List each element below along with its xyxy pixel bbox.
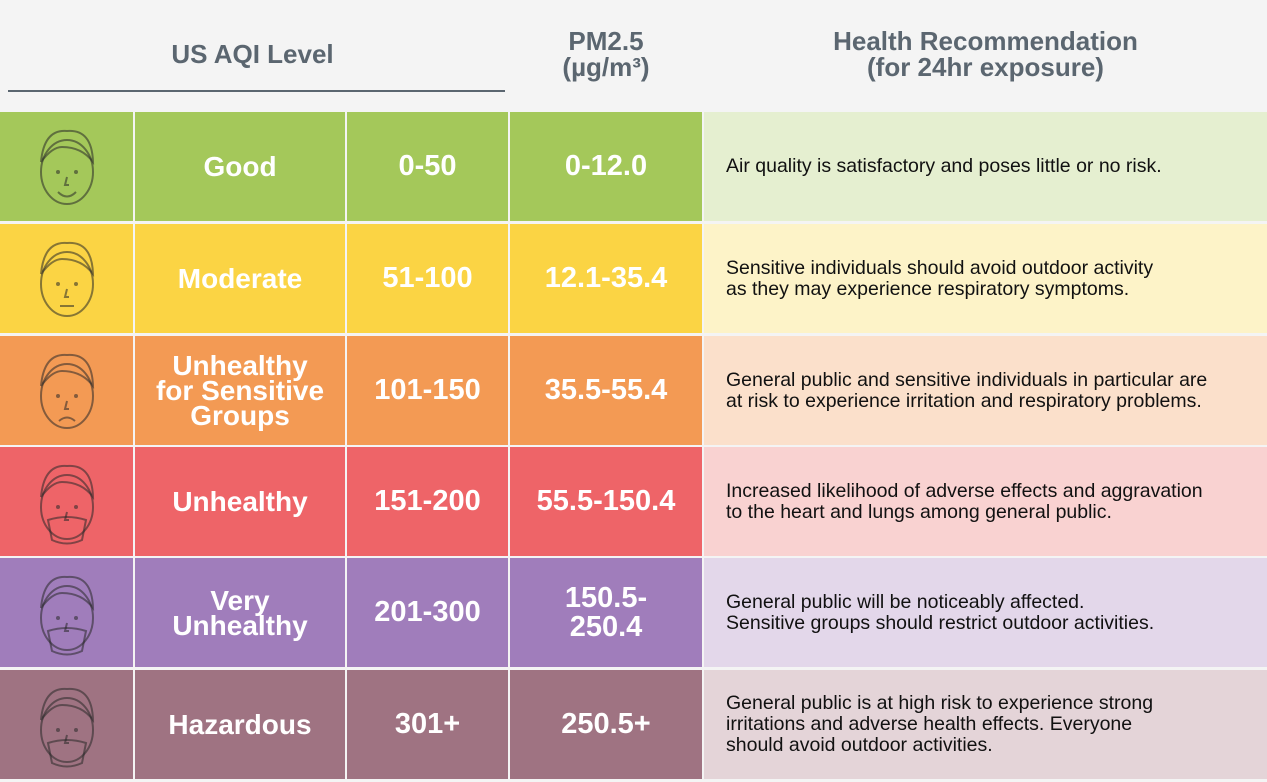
face-icon: [0, 336, 133, 445]
face-icon: [0, 447, 133, 556]
face-icon: [0, 112, 133, 221]
level: Unhealthy for Sensitive Groups: [135, 336, 345, 445]
level: Hazardous: [135, 670, 345, 779]
header-recommendation: Health Recommendation (for 24hr exposure…: [704, 0, 1267, 108]
aqi-range: 51-100: [347, 224, 508, 333]
face: [22, 229, 112, 329]
aqi-range: 151-200: [347, 447, 508, 556]
face: [22, 675, 112, 775]
pm25-range: 250.5+: [510, 670, 702, 779]
level: Good: [135, 112, 345, 221]
pm25-range: 55.5-150.4: [510, 447, 702, 556]
aqi-range: 301+: [347, 670, 508, 779]
pm25-range: 150.5- 250.4: [510, 558, 702, 667]
header-rule: [8, 90, 505, 92]
aqi-range: 101-150: [347, 336, 508, 445]
face-icon: [0, 224, 133, 333]
aqi-table: US AQI Level PM2.5 (µg/m³) Health Recomm…: [0, 0, 1267, 782]
recommendation: Air quality is satisfactory and poses li…: [704, 112, 1267, 221]
pm25-range: 12.1-35.4: [510, 224, 702, 333]
face-icon: [0, 670, 133, 779]
recommendation: General public is at high risk to experi…: [704, 670, 1267, 779]
recommendation: Sensitive individuals should avoid outdo…: [704, 224, 1267, 333]
face: [22, 341, 112, 441]
face: [22, 452, 112, 552]
face-icon: [0, 558, 133, 667]
aqi-range: 0-50: [347, 112, 508, 221]
pm25-range: 35.5-55.4: [510, 336, 702, 445]
level: Very Unhealthy: [135, 558, 345, 667]
recommendation: General public will be noticeably affect…: [704, 558, 1267, 667]
level: Moderate: [135, 224, 345, 333]
face: [22, 563, 112, 663]
pm25-range: 0-12.0: [510, 112, 702, 221]
face: [22, 117, 112, 217]
recommendation: General public and sensitive individuals…: [704, 336, 1267, 445]
level: Unhealthy: [135, 447, 345, 556]
recommendation: Increased likelihood of adverse effects …: [704, 447, 1267, 556]
header-pm25: PM2.5 (µg/m³): [510, 0, 702, 108]
aqi-range: 201-300: [347, 558, 508, 667]
